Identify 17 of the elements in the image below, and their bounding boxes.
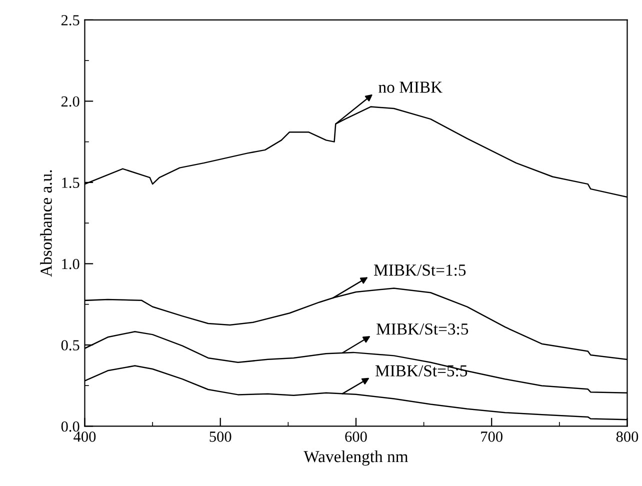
x-tick-label: 800	[616, 432, 638, 442]
y-tick-label: 1.5	[62, 178, 80, 188]
y-tick-label: 1.0	[62, 258, 80, 270]
x-tick-label: 700	[481, 432, 502, 442]
y-tick-label: 2.5	[61, 15, 80, 26]
x-tick-label: 500	[210, 432, 232, 442]
legend-label: no MIBK	[378, 82, 442, 93]
x-axis-title: Wavelength nm	[304, 450, 408, 466]
y-tick-label: 2.0	[61, 96, 80, 107]
y-tick-label: 0.5	[61, 340, 80, 350]
legend-label: MIBK/St=5:5	[375, 365, 468, 377]
legend-label: MIBK/St=1:5	[374, 264, 466, 276]
x-tick-label: 400	[74, 432, 96, 442]
x-tick-label: 600	[345, 432, 367, 442]
y-axis-title: Absorbance a.u.	[40, 170, 52, 277]
y-tick-label: 0.0	[61, 421, 80, 432]
legend-label: MIBK/St=3:5	[376, 323, 468, 335]
